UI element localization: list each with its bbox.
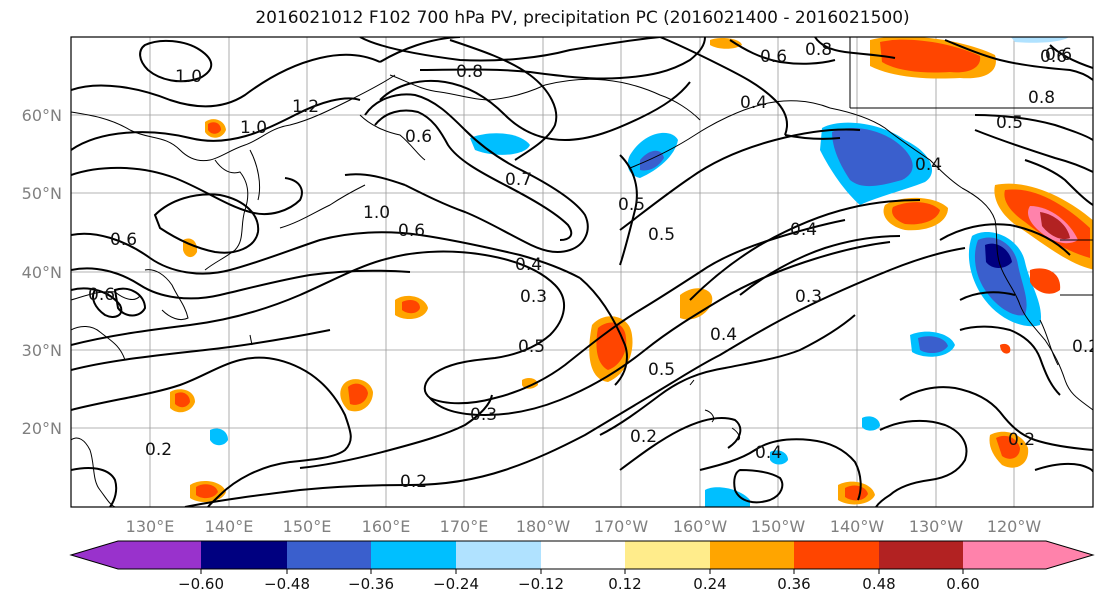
colorbar-tick-label: −0.48 xyxy=(264,575,310,593)
lon-label-180w: 180°W xyxy=(516,517,571,536)
contour-label: 1.0 xyxy=(240,118,267,138)
longitude-labels: 130°E 140°E 150°E 160°E 170°E 180°W 170°… xyxy=(126,517,1042,536)
colorbar-tick-label: −0.36 xyxy=(348,575,394,593)
colorbar-tick-label: 0.12 xyxy=(608,575,641,593)
contour-label: 0.6 xyxy=(405,127,432,147)
lon-label-140e: 140°E xyxy=(205,517,254,536)
colorbar-tick-label: 0.24 xyxy=(693,575,726,593)
contour-label: 0.8 xyxy=(1028,88,1055,108)
precip-negative-bering xyxy=(470,133,530,155)
lon-label-160e: 160°E xyxy=(362,517,411,536)
contour-label: 0.4 xyxy=(515,255,542,275)
contour-label: 1.0 xyxy=(175,67,202,87)
colorbar-bin xyxy=(456,541,541,569)
contour-label: 0.4 xyxy=(740,93,767,113)
colorbar: −0.60 −0.48 −0.36 −0.24 −0.12 0.12 0.24 … xyxy=(69,540,1095,593)
lat-label-50n: 50°N xyxy=(22,184,62,203)
contour-label: 0.6 xyxy=(1045,45,1072,65)
lat-label-40n: 40°N xyxy=(22,263,62,282)
contour-label: 0.2 xyxy=(1072,337,1099,357)
colorbar-tick-label: −0.24 xyxy=(433,575,479,593)
contour-label: 0.2 xyxy=(1008,430,1035,450)
lon-label-130e: 130°E xyxy=(126,517,175,536)
contour-label: 0.6 xyxy=(88,285,115,305)
contour-label: 0.4 xyxy=(915,155,942,175)
lat-label-30n: 30°N xyxy=(22,341,62,360)
lon-label-150w: 150°W xyxy=(751,517,806,536)
colorbar-tick-label: −0.12 xyxy=(518,575,564,593)
lon-label-160w: 160°W xyxy=(673,517,728,536)
contour-label: 0.6 xyxy=(398,221,425,241)
contour-label: 0.5 xyxy=(618,195,645,215)
contour-label: 0.4 xyxy=(790,220,817,240)
pv-contours xyxy=(71,37,1093,507)
colorbar-tick-label: 0.60 xyxy=(946,575,979,593)
colorbar-bin xyxy=(625,541,710,569)
contour-label: 0.3 xyxy=(520,287,547,307)
colorbar-tick-label: 0.36 xyxy=(777,575,810,593)
lat-label-60n: 60°N xyxy=(22,106,62,125)
lon-label-120w: 120°W xyxy=(987,517,1042,536)
contour-label: 0.3 xyxy=(795,287,822,307)
colorbar-bin xyxy=(541,541,625,569)
contour-label: 0.8 xyxy=(805,40,832,60)
colorbar-bin xyxy=(287,541,371,569)
contour-label: 0.4 xyxy=(755,443,782,463)
colorbar-bin xyxy=(879,541,963,569)
contour-label: 0.2 xyxy=(400,472,427,492)
coastlines xyxy=(71,37,1093,507)
contour-label: 0.7 xyxy=(505,170,532,190)
precip-strong-negative-gulf-alaska xyxy=(832,128,913,187)
precip-shading xyxy=(170,37,1093,507)
colorbar-bin xyxy=(794,541,879,569)
contour-label: 0.5 xyxy=(648,360,675,380)
contour-label: 0.2 xyxy=(630,427,657,447)
colorbar-bin xyxy=(710,541,794,569)
latitude-labels: 60°N 50°N 40°N 30°N 20°N xyxy=(22,106,62,438)
contour-label: 0.6 xyxy=(760,47,787,67)
map-title: 2016021012 F102 700 hPa PV, precipitatio… xyxy=(255,8,910,28)
contour-label: 0.3 xyxy=(470,405,497,425)
colorbar-bin xyxy=(201,541,287,569)
contour-label: 0.6 xyxy=(1040,47,1067,67)
contour-label: 0.4 xyxy=(710,325,737,345)
map-frame xyxy=(70,36,1094,508)
lat-label-20n: 20°N xyxy=(22,419,62,438)
colorbar-tick-label: 0.48 xyxy=(862,575,895,593)
precip-positive-hawaii-north xyxy=(680,288,713,320)
lon-label-140w: 140°W xyxy=(830,517,885,536)
contour-label: 1.2 xyxy=(292,97,319,117)
contour-label: 0.8 xyxy=(456,62,483,82)
contour-labels: 1.0 1.2 1.0 0.8 0.6 0.6 0.8 0.6 0.8 0.6 … xyxy=(88,40,1099,492)
contour-label: 0.5 xyxy=(648,225,675,245)
lon-label-150e: 150°E xyxy=(283,517,332,536)
contour-label: 0.5 xyxy=(518,337,545,357)
precip-strong-positive-ne-corner xyxy=(880,39,981,73)
contour-label: 0.5 xyxy=(996,113,1023,133)
lon-label-170e: 170°E xyxy=(440,517,489,536)
contour-label: 0.2 xyxy=(145,440,172,460)
lon-label-170w: 170°W xyxy=(594,517,649,536)
contour-label: 0.6 xyxy=(110,230,137,250)
contour-label: 1.0 xyxy=(363,203,390,223)
colorbar-bin xyxy=(371,541,456,569)
colorbar-extend-low xyxy=(71,541,201,569)
colorbar-extend-high xyxy=(963,541,1093,569)
lon-label-130w: 130°W xyxy=(909,517,964,536)
colorbar-tick-label: −0.60 xyxy=(178,575,224,593)
